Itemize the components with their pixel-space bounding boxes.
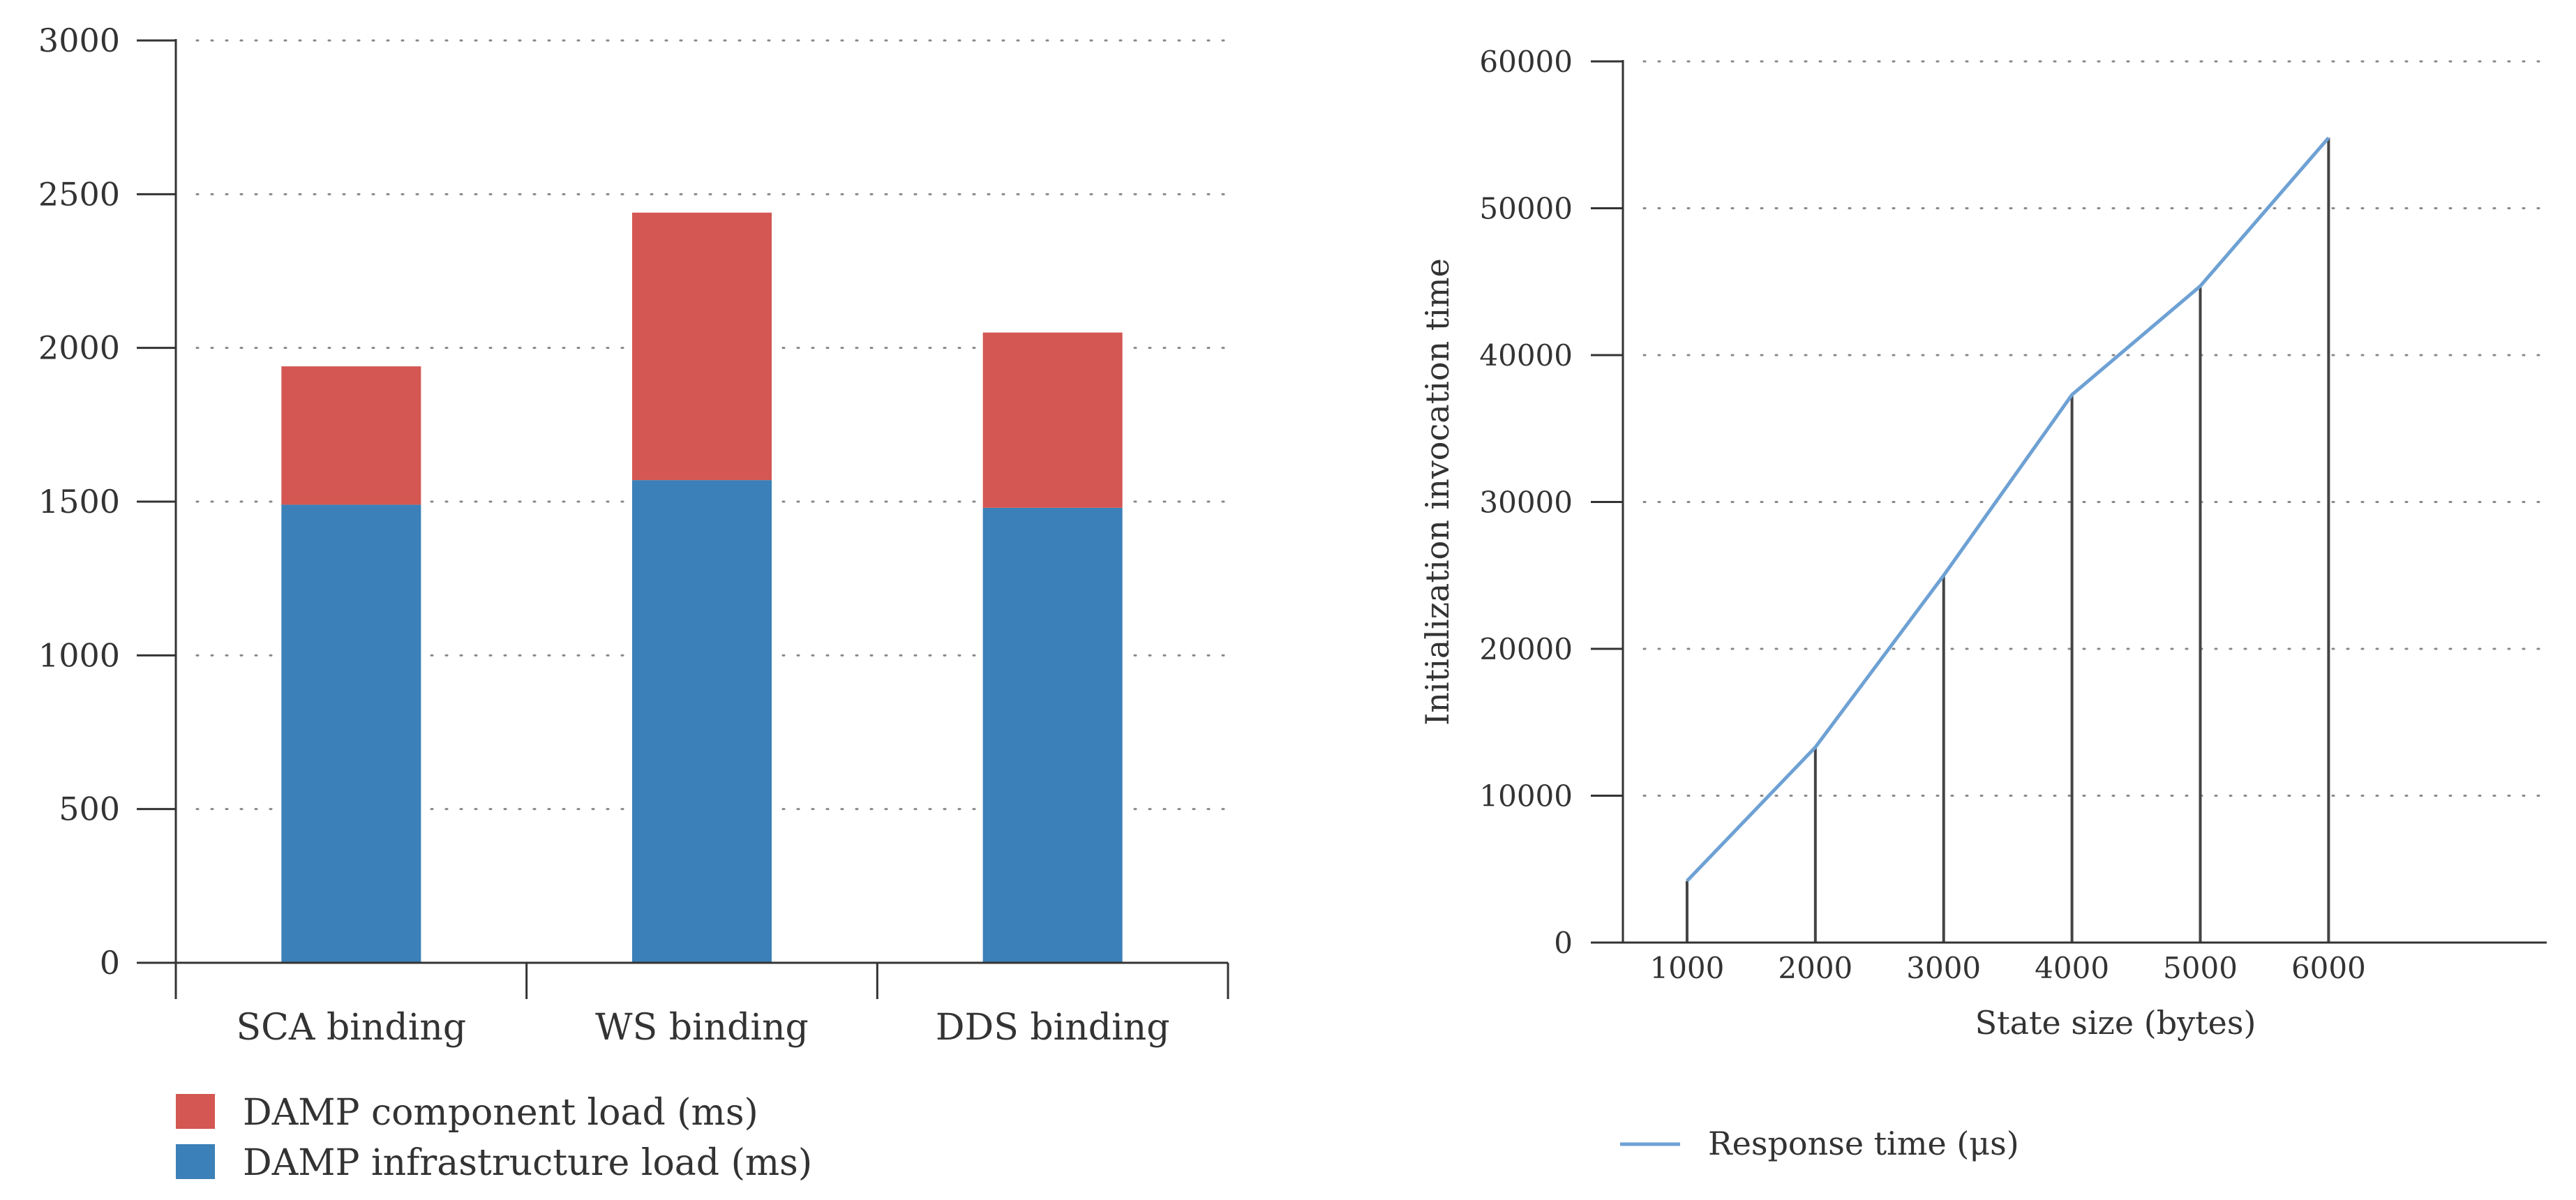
legend-label: DAMP infrastructure load (ms) (243, 1142, 812, 1184)
series-line-response-time (1686, 136, 2330, 883)
x-tick-label: 2000 (1778, 951, 1852, 985)
bar-segment (281, 504, 421, 963)
line-chart: 0 10000 20000 30000 40000 50000 60000 1000 2000… (1418, 45, 2548, 1162)
legend-swatch (176, 1094, 215, 1129)
x-tick-label: 3000 (1906, 951, 1981, 985)
y-tick-label: 2000 (38, 329, 120, 367)
x-tick-label: 4000 (2035, 951, 2109, 985)
x-category-label: SCA binding (237, 1007, 467, 1049)
bar-segment (982, 507, 1123, 963)
legend-swatch (176, 1144, 215, 1179)
y-tick-label: 1000 (38, 636, 120, 674)
y-axis-label: Initialization invocation time (1418, 258, 1456, 726)
y-tick-label: 0 (1554, 926, 1573, 960)
legend-label: DAMP component load (ms) (243, 1092, 758, 1134)
y-tick-label: 0 (100, 944, 120, 982)
y-tick-label: 10000 (1479, 779, 1573, 813)
y-tick-label: 60000 (1479, 45, 1573, 79)
legend-label: Response time (μs) (1708, 1125, 2019, 1162)
stacked-bar-chart: 0 500 1000 1500 2000 2500 3000 SCA binding WS b… (38, 22, 1229, 1184)
bar-segment (632, 212, 772, 481)
y-tick-label: 2500 (38, 175, 120, 213)
bar-segment (632, 480, 772, 963)
y-tick-label: 3000 (38, 22, 120, 59)
x-tick-label: 1000 (1649, 951, 1724, 985)
y-tick-label: 500 (59, 790, 120, 828)
x-tick-label: 5000 (2163, 951, 2238, 985)
y-tick-label: 1500 (38, 483, 120, 520)
y-tick-label: 40000 (1479, 338, 1573, 373)
x-tick-label: 6000 (2291, 951, 2366, 985)
bar-segment (281, 366, 421, 505)
y-tick-label: 20000 (1479, 632, 1573, 666)
y-tick-label: 50000 (1479, 192, 1573, 226)
x-category-label: WS binding (595, 1007, 809, 1049)
y-tick-label: 30000 (1479, 486, 1573, 520)
x-category-label: DDS binding (936, 1007, 1170, 1049)
x-axis-label: State size (bytes) (1975, 1004, 2256, 1042)
bar-segment (982, 332, 1123, 508)
